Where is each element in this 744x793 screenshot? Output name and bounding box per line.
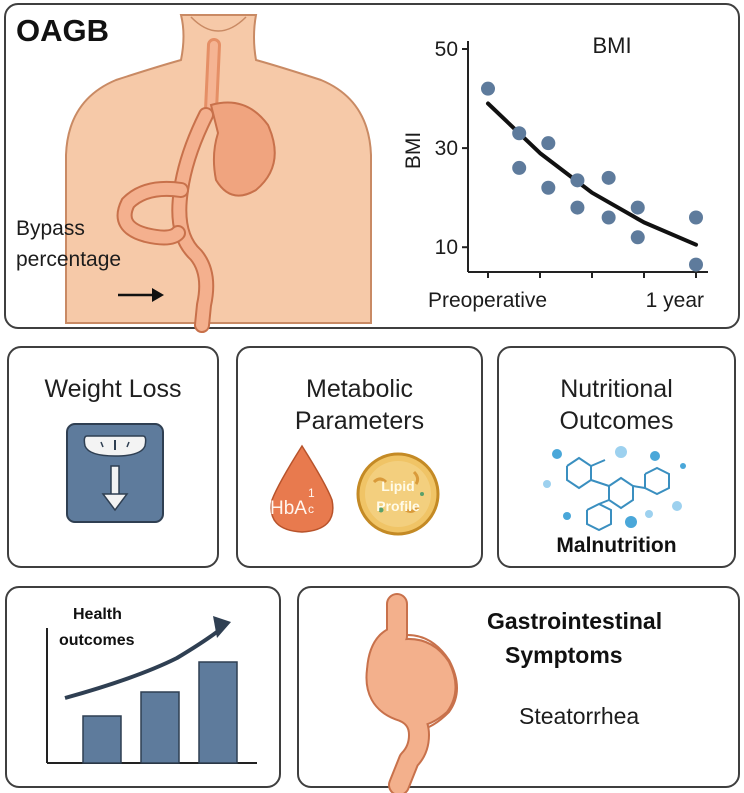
y-axis-label: BMI (402, 132, 425, 169)
panel-title: OAGB (16, 13, 109, 48)
data-point (541, 180, 556, 195)
data-point (512, 160, 527, 175)
nutritional-outcomes-panel: Nutritional Outcomes Malnutrition (497, 346, 736, 568)
stomach-icon (365, 593, 458, 793)
hba1c-label: HbA 1 c (270, 486, 317, 520)
torso-illustration (65, 14, 372, 333)
arrow-right-icon (118, 288, 164, 302)
metabolic-title-line2: Parameters (294, 407, 425, 435)
bypass-label-line2: percentage (16, 248, 122, 271)
bar-2 (140, 691, 180, 764)
blood-drop-icon (270, 444, 334, 533)
chart-title: BMI (592, 33, 631, 58)
metabolic-parameters-panel: Metabolic Parameters HbA 1 c Lipid Profile (236, 346, 483, 568)
y-tick-label: 50 (435, 38, 458, 61)
y-tick-label: 30 (435, 137, 458, 160)
gi-title-line2: Symptoms (505, 642, 623, 668)
data-point (481, 81, 495, 96)
data-point (601, 210, 616, 225)
data-point (570, 200, 585, 215)
malnutrition-label: Malnutrition (556, 534, 677, 557)
data-point (570, 173, 585, 188)
molecule-icon (543, 446, 686, 532)
hba1c-sup: 1 (307, 486, 315, 500)
data-point (541, 136, 556, 151)
lipid-label-line1: Lipid (381, 478, 415, 494)
health-label-line1: Health (73, 606, 122, 623)
weight-loss-title: Weight Loss (44, 375, 182, 403)
bypass-label-line1: Bypass (16, 217, 85, 240)
data-point (512, 126, 527, 141)
health-label-line2: outcomes (59, 632, 135, 649)
data-point (601, 170, 616, 185)
y-tick-label: 10 (435, 236, 458, 259)
bar-3 (198, 661, 238, 764)
scale-icon (66, 423, 164, 523)
bmi-chart: 10 30 50 Preoperative 1 year BMI BMI (402, 33, 708, 312)
x-tick-label: 1 year (646, 289, 704, 312)
nutrition-title-line2: Outcomes (559, 407, 674, 435)
data-point (689, 210, 703, 225)
lipid-label-line2: Profile (376, 498, 420, 514)
data-point (630, 230, 645, 245)
health-outcomes-panel: Health outcomes (5, 586, 281, 788)
metabolic-title-line1: Metabolic (306, 375, 413, 403)
lipid-profile-icon (356, 452, 440, 536)
oagb-panel: OAGB Bypass percentage 10 30 50 Preoperativ… (4, 3, 740, 333)
data-point (630, 200, 645, 215)
symptom-label: Steatorrhea (519, 703, 640, 729)
data-point (689, 257, 703, 272)
weight-loss-panel: Weight Loss (7, 346, 219, 568)
gastrointestinal-panel: Gastrointestinal Symptoms Steatorrhea (297, 586, 740, 793)
x-tick-label: Preoperative (428, 289, 547, 312)
bar-1 (82, 715, 122, 764)
hba1c-sub: c (307, 502, 314, 516)
growth-bar-chart-icon (46, 616, 257, 764)
nutrition-title-line1: Nutritional (560, 375, 673, 403)
hba1c-main: HbA (270, 498, 307, 519)
gi-title-line1: Gastrointestinal (487, 608, 663, 634)
